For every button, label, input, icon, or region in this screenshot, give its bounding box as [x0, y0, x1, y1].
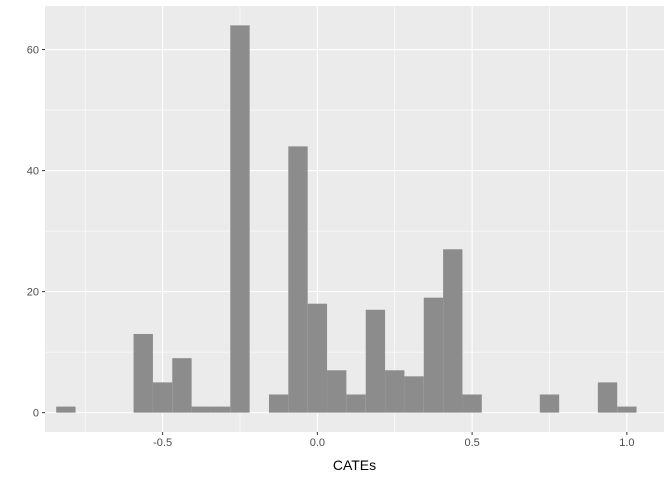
histogram-bar [327, 370, 347, 413]
x-tick-label: 0.5 [464, 437, 479, 449]
histogram-bar [617, 406, 637, 413]
histogram-bar [172, 358, 192, 413]
histogram-bar [288, 146, 308, 413]
y-tick-label: 20 [27, 287, 39, 299]
histogram-bar [423, 297, 444, 413]
histogram-bar [443, 249, 463, 413]
histogram-bar [307, 303, 328, 413]
x-axis: -0.5 0.0 0.5 1.0 [153, 432, 635, 449]
histogram-bar [365, 309, 386, 413]
histogram-bar [404, 376, 424, 413]
y-tick-label: 40 [27, 166, 39, 178]
histogram-bar [191, 406, 211, 413]
histogram-bar [268, 394, 289, 413]
x-tick-label: 1.0 [619, 437, 634, 449]
y-tick-label: 60 [27, 45, 39, 57]
histogram-bar [230, 25, 250, 413]
histogram-bar [152, 382, 173, 413]
histogram-bar [210, 406, 231, 413]
histogram-bar [133, 333, 153, 413]
y-axis: 0 20 40 60 [27, 45, 45, 420]
x-tick-label: -0.5 [153, 437, 172, 449]
histogram-bar [346, 394, 366, 413]
histogram-bar [385, 370, 405, 413]
histogram-bar [462, 394, 482, 413]
histogram-bar [539, 394, 560, 413]
y-tick-label: 0 [33, 408, 39, 420]
histogram-bar [597, 382, 618, 413]
major-gridlines [45, 6, 664, 432]
x-tick-label: 0.0 [310, 437, 325, 449]
x-axis-title: CATEs [333, 457, 376, 473]
histogram-bars [56, 25, 637, 413]
histogram-bar [56, 406, 76, 413]
